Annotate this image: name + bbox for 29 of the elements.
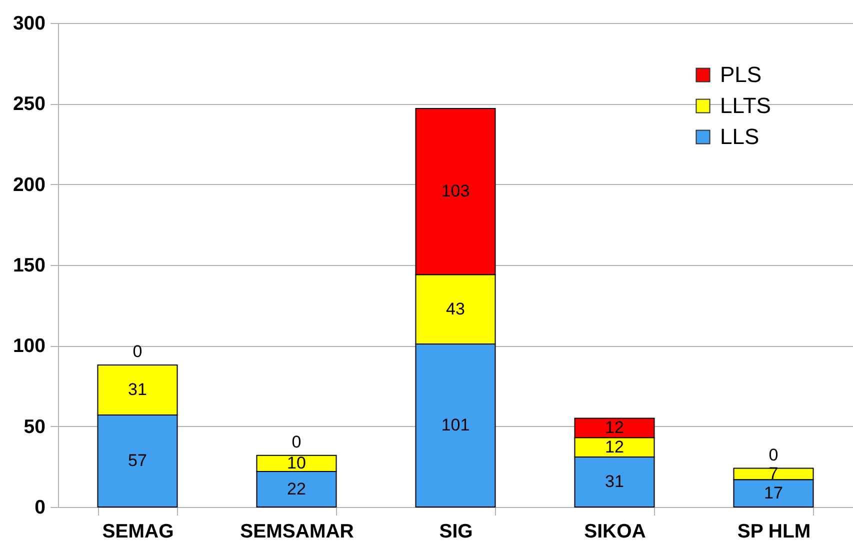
y-tick-label: 0 <box>34 496 46 518</box>
legend-label: PLS <box>720 62 762 87</box>
data-label: 12 <box>605 418 624 437</box>
data-label: 43 <box>446 299 465 318</box>
data-label: 22 <box>287 479 306 498</box>
data-label: 31 <box>605 472 624 491</box>
y-tick-label: 50 <box>24 416 46 438</box>
y-tick-label: 200 <box>12 174 46 196</box>
y-tick-label: 300 <box>12 12 46 34</box>
x-tick-label: SP HLM <box>737 520 811 542</box>
y-tick-label: 250 <box>12 93 46 116</box>
x-tick-label: SIKOA <box>584 520 646 542</box>
legend-label: LLTS <box>720 93 771 118</box>
data-label: 17 <box>764 483 783 502</box>
data-label: 103 <box>441 182 470 201</box>
data-label: 10 <box>287 453 306 472</box>
data-label: 57 <box>128 451 147 470</box>
legend-label: LLS <box>720 124 760 149</box>
x-tick-label: SEMSAMAR <box>240 520 354 542</box>
y-tick-label: 150 <box>12 254 46 276</box>
data-label: 0 <box>768 445 778 464</box>
data-label: 101 <box>441 416 470 435</box>
x-tick-label: SIG <box>439 520 473 542</box>
data-label: 31 <box>128 380 147 400</box>
y-tick-label: 100 <box>12 335 46 358</box>
data-label: 0 <box>292 432 302 452</box>
x-tick-label: SEMAG <box>102 520 174 542</box>
data-label: 12 <box>605 437 624 456</box>
data-label: 0 <box>132 342 142 362</box>
